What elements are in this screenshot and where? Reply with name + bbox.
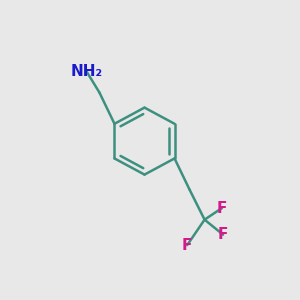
Text: F: F [182,238,192,253]
Text: F: F [218,227,228,242]
Text: NH₂: NH₂ [71,64,103,79]
Text: F: F [217,201,227,216]
